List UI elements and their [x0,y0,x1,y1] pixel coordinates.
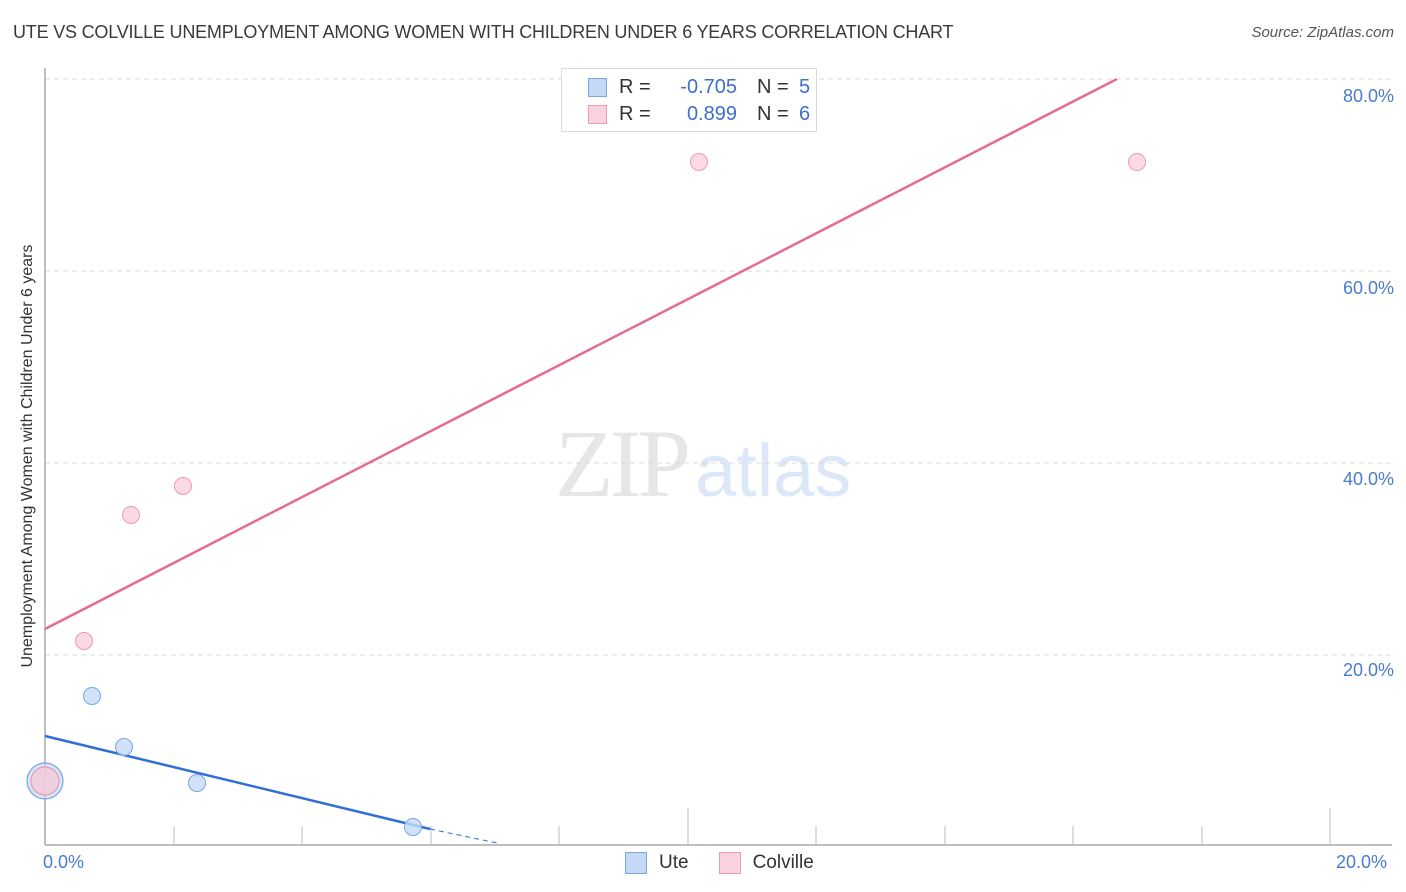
source-label: Source: ZipAtlas.com [1251,24,1394,41]
chart-title: UTE VS COLVILLE UNEMPLOYMENT AMONG WOMEN… [13,22,954,42]
ute-trendline [44,734,431,831]
ute-point [404,818,422,836]
ute-n-value: 5 [799,75,811,98]
colville-legend-swatch [718,852,741,874]
x-tick-0: 0.0% [43,852,85,872]
ute-points [83,687,422,836]
ute-point [188,774,206,792]
series-legend: Ute Colville [625,852,844,874]
ute-legend-swatch [625,852,647,874]
ute-r-value: -0.705 [680,75,737,98]
watermark-atlas: atlas [695,429,852,512]
gridlines [45,78,1392,656]
colville-legend-label: Colville [752,852,814,873]
ute-legend-label: Ute [659,852,689,873]
y-tick-20: 20.0% [1342,660,1394,680]
r-label: R = [619,102,651,125]
legend-row-colville: R = 0.899 N = 6 [588,102,810,126]
legend-item-colville[interactable]: Colville [718,852,814,874]
colville-point-large [30,766,60,796]
ute-swatch [588,77,607,97]
legend-row-ute: R = -0.705 N = 5 [588,75,810,99]
colville-point [122,506,140,524]
colville-r-value: 0.899 [686,102,737,125]
y-tick-60: 60.0% [1342,278,1394,298]
correlation-legend: R = -0.705 N = 5 R = 0.899 N = 6 [561,68,817,132]
colville-point [75,632,93,650]
y-axis-label: Unemployment Among Women with Children U… [19,244,36,668]
ute-point [115,738,133,756]
n-label: N = [757,102,789,125]
colville-point [690,153,708,171]
r-label: R = [619,75,651,98]
colville-trendline [44,77,1118,631]
ute-trendline-extension [429,828,498,844]
colville-n-value: 6 [799,102,811,125]
x-axis-ticks [173,808,1331,845]
x-tick-20: 20.0% [1336,852,1388,872]
colville-points [75,153,1146,650]
colville-point [1128,153,1146,171]
n-label: N = [757,75,789,98]
y-tick-40: 40.0% [1342,469,1394,489]
colville-point [174,477,192,495]
colville-swatch [588,104,607,124]
ute-point [83,687,101,705]
legend-item-ute[interactable]: Ute [625,852,689,874]
y-tick-80: 80.0% [1342,86,1394,106]
